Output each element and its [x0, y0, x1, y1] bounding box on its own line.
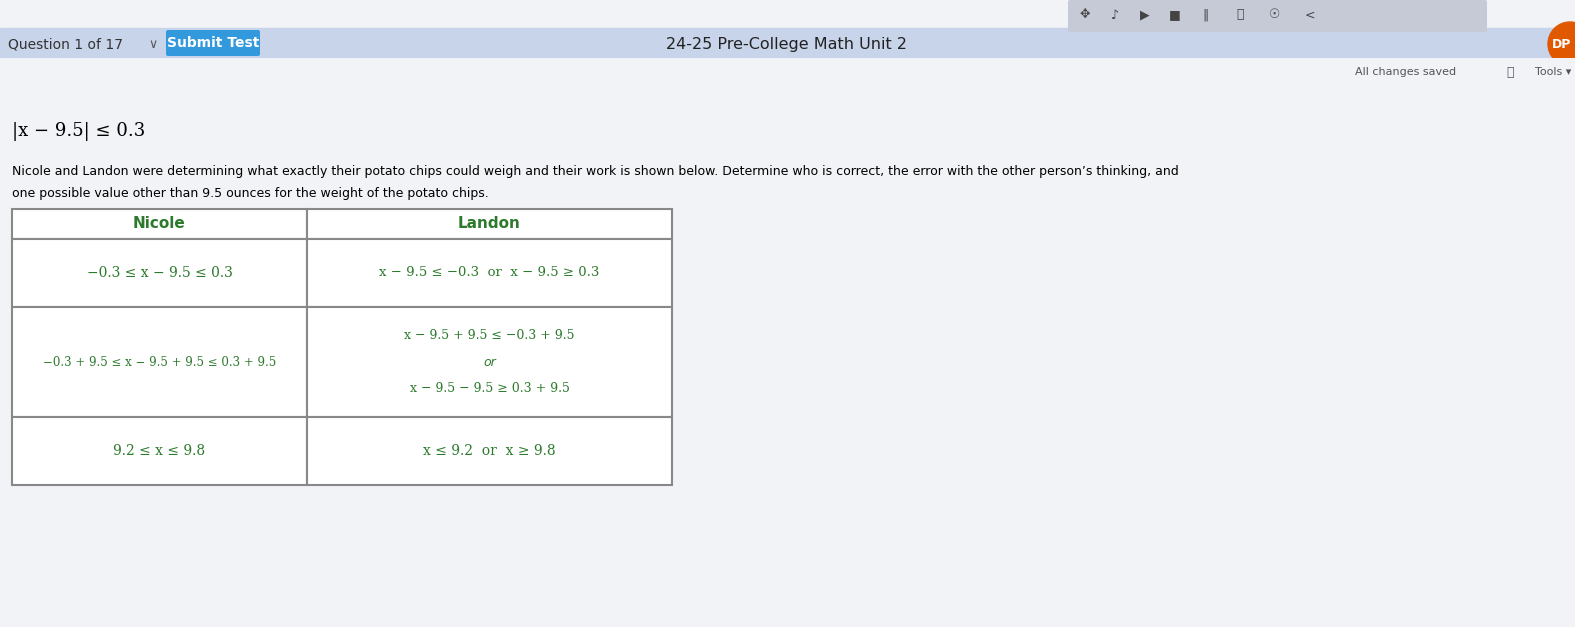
- Text: Submit Test: Submit Test: [167, 36, 260, 50]
- Bar: [307, 239, 673, 307]
- Bar: [0, 28, 1575, 58]
- Text: All changes saved: All changes saved: [1354, 67, 1457, 77]
- Text: Nicole: Nicole: [134, 216, 186, 231]
- Text: ♪: ♪: [1110, 9, 1118, 21]
- FancyBboxPatch shape: [165, 30, 260, 56]
- Text: Question 1 of 17: Question 1 of 17: [8, 37, 123, 51]
- Text: 24-25 Pre-College Math Unit 2: 24-25 Pre-College Math Unit 2: [666, 36, 907, 51]
- Text: or: or: [484, 356, 496, 369]
- Text: ☉: ☉: [1269, 9, 1280, 21]
- Text: Nicole and Landon were determining what exactly their potato chips could weigh a: Nicole and Landon were determining what …: [13, 165, 1178, 178]
- Text: ▶: ▶: [1140, 9, 1150, 21]
- Text: |x − 9.5| ≤ 0.3: |x − 9.5| ≤ 0.3: [13, 122, 145, 141]
- Bar: [13, 209, 307, 239]
- Bar: [307, 307, 673, 417]
- Text: Landon: Landon: [458, 216, 521, 231]
- Text: one possible value other than 9.5 ounces for the weight of the potato chips.: one possible value other than 9.5 ounces…: [13, 187, 488, 200]
- FancyBboxPatch shape: [1068, 0, 1487, 32]
- Bar: [13, 307, 307, 417]
- Text: x ≤ 9.2  or  x ≥ 9.8: x ≤ 9.2 or x ≥ 9.8: [424, 444, 556, 458]
- Text: x − 9.5 − 9.5 ≥ 0.3 + 9.5: x − 9.5 − 9.5 ≥ 0.3 + 9.5: [410, 382, 570, 394]
- Text: DP: DP: [1553, 38, 1572, 51]
- Text: <: <: [1304, 9, 1315, 21]
- Bar: [307, 209, 673, 239]
- Text: −0.3 + 9.5 ≤ x − 9.5 + 9.5 ≤ 0.3 + 9.5: −0.3 + 9.5 ≤ x − 9.5 + 9.5 ≤ 0.3 + 9.5: [43, 356, 276, 369]
- Text: 9.2 ≤ x ≤ 9.8: 9.2 ≤ x ≤ 9.8: [113, 444, 206, 458]
- Bar: [13, 239, 307, 307]
- Text: −0.3 ≤ x − 9.5 ≤ 0.3: −0.3 ≤ x − 9.5 ≤ 0.3: [87, 266, 233, 280]
- Text: ✥: ✥: [1080, 9, 1090, 21]
- Text: 💾: 💾: [1506, 65, 1514, 78]
- Circle shape: [1548, 22, 1575, 66]
- Text: Ⓜ: Ⓜ: [1236, 9, 1244, 21]
- Text: ∨: ∨: [148, 38, 158, 51]
- Text: ‖: ‖: [1202, 9, 1208, 21]
- Bar: [13, 417, 307, 485]
- Text: x − 9.5 ≤ −0.3  or  x − 9.5 ≥ 0.3: x − 9.5 ≤ −0.3 or x − 9.5 ≥ 0.3: [380, 266, 600, 280]
- Text: Tools ▾: Tools ▾: [1536, 67, 1572, 77]
- Text: x − 9.5 + 9.5 ≤ −0.3 + 9.5: x − 9.5 + 9.5 ≤ −0.3 + 9.5: [405, 329, 575, 342]
- Text: ■: ■: [1169, 9, 1181, 21]
- Bar: [307, 417, 673, 485]
